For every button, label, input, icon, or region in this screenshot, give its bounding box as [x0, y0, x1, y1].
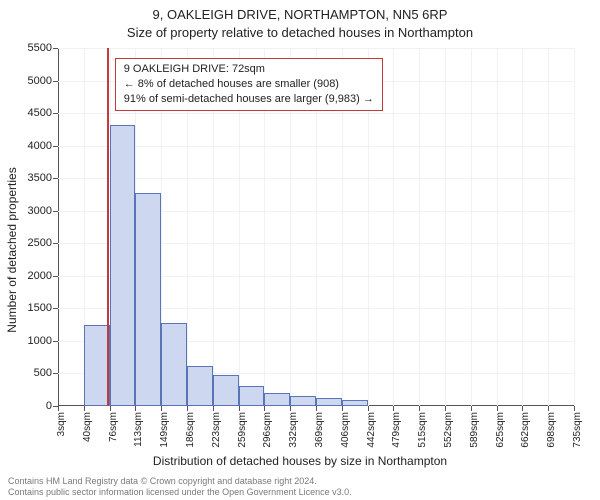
- x-tick-mark: [445, 406, 446, 411]
- y-tick-label: 4500: [28, 107, 52, 119]
- y-tick-label: 3500: [28, 172, 52, 184]
- histogram-bar: [290, 396, 316, 406]
- y-tick-label: 5000: [28, 75, 52, 87]
- x-tick-mark: [471, 406, 472, 411]
- chart-title-line2: Size of property relative to detached ho…: [0, 24, 600, 42]
- x-tick-label: 369sqm: [314, 412, 325, 448]
- legend-line1: 9 OAKLEIGH DRIVE: 72sqm: [124, 62, 374, 77]
- x-tick-label: 40sqm: [82, 412, 93, 442]
- histogram-bar: [316, 398, 342, 406]
- histogram-bar: [213, 375, 239, 406]
- x-tick-label: 735sqm: [572, 412, 583, 448]
- property-marker-line: [107, 48, 109, 406]
- legend-line2: ← 8% of detached houses are smaller (908…: [124, 77, 374, 92]
- gridline-vertical: [471, 48, 472, 406]
- x-tick-label: 552sqm: [443, 412, 454, 448]
- y-tick-mark: [53, 243, 58, 244]
- y-tick-mark: [53, 373, 58, 374]
- x-tick-label: 223sqm: [211, 412, 222, 448]
- x-tick-label: 515sqm: [417, 412, 428, 448]
- x-tick-mark: [393, 406, 394, 411]
- x-tick-mark: [574, 406, 575, 411]
- y-tick-mark: [53, 81, 58, 82]
- gridline-vertical: [574, 48, 575, 406]
- x-tick-mark: [368, 406, 369, 411]
- footer-line1: Contains HM Land Registry data © Crown c…: [8, 476, 352, 487]
- x-tick-label: 76sqm: [108, 412, 119, 442]
- y-tick-mark: [53, 178, 58, 179]
- y-tick-label: 5500: [28, 42, 52, 54]
- x-tick-mark: [522, 406, 523, 411]
- x-tick-mark: [316, 406, 317, 411]
- x-tick-mark: [497, 406, 498, 411]
- legend-box: 9 OAKLEIGH DRIVE: 72sqm ← 8% of detached…: [115, 58, 383, 111]
- x-tick-label: 259sqm: [237, 412, 248, 448]
- y-tick-label: 4000: [28, 140, 52, 152]
- x-tick-mark: [135, 406, 136, 411]
- y-tick-mark: [53, 48, 58, 49]
- y-tick-mark: [53, 146, 58, 147]
- x-tick-label: 479sqm: [391, 412, 402, 448]
- x-tick-label: 113sqm: [133, 412, 144, 447]
- x-tick-label: 186sqm: [185, 412, 196, 448]
- histogram-bar: [161, 323, 187, 406]
- y-tick-label: 2500: [28, 237, 52, 249]
- x-tick-mark: [342, 406, 343, 411]
- x-tick-label: 662sqm: [520, 412, 531, 448]
- gridline-vertical: [445, 48, 446, 406]
- histogram-bar: [110, 125, 136, 406]
- x-tick-label: 625sqm: [495, 412, 506, 448]
- histogram-bar: [239, 386, 265, 406]
- y-tick-label: 1000: [28, 335, 52, 347]
- y-tick-mark: [53, 308, 58, 309]
- y-tick-mark: [53, 276, 58, 277]
- legend-line3: 91% of semi-detached houses are larger (…: [124, 92, 374, 107]
- x-axis-title: Distribution of detached houses by size …: [0, 454, 600, 468]
- y-tick-label: 0: [46, 400, 52, 412]
- x-tick-mark: [84, 406, 85, 411]
- histogram-bar: [342, 400, 368, 407]
- x-tick-label: 698sqm: [546, 412, 557, 448]
- x-tick-label: 332sqm: [288, 412, 299, 448]
- y-axis-title: Number of detached properties: [5, 85, 19, 250]
- footer-line2: Contains public sector information licen…: [8, 487, 352, 498]
- x-tick-label: 3sqm: [56, 412, 67, 436]
- y-tick-mark: [53, 341, 58, 342]
- histogram-bar: [187, 366, 213, 406]
- x-tick-label: 296sqm: [262, 412, 273, 448]
- y-tick-mark: [53, 211, 58, 212]
- x-tick-label: 149sqm: [159, 412, 170, 448]
- x-tick-label: 589sqm: [469, 412, 480, 448]
- x-tick-mark: [239, 406, 240, 411]
- histogram-bar: [84, 325, 110, 406]
- gridline-vertical: [419, 48, 420, 406]
- gridline-vertical: [497, 48, 498, 406]
- y-tick-label: 1500: [28, 302, 52, 314]
- x-tick-label: 442sqm: [366, 412, 377, 448]
- x-tick-label: 406sqm: [340, 412, 351, 448]
- y-tick-label: 500: [34, 367, 52, 379]
- gridline-vertical: [548, 48, 549, 406]
- x-tick-mark: [264, 406, 265, 411]
- gridline-vertical: [522, 48, 523, 406]
- chart-plot-area: 0500100015002000250030003500400045005000…: [58, 48, 574, 406]
- x-tick-mark: [213, 406, 214, 411]
- y-tick-label: 3000: [28, 205, 52, 217]
- x-tick-mark: [110, 406, 111, 411]
- x-tick-mark: [161, 406, 162, 411]
- x-tick-mark: [58, 406, 59, 411]
- footer-attribution: Contains HM Land Registry data © Crown c…: [8, 476, 352, 499]
- histogram-bar: [135, 193, 161, 406]
- x-tick-mark: [548, 406, 549, 411]
- histogram-bar: [264, 393, 290, 406]
- gridline-vertical: [393, 48, 394, 406]
- y-tick-mark: [53, 113, 58, 114]
- x-tick-mark: [187, 406, 188, 411]
- y-tick-label: 2000: [28, 270, 52, 282]
- x-tick-mark: [290, 406, 291, 411]
- x-tick-mark: [419, 406, 420, 411]
- chart-title-line1: 9, OAKLEIGH DRIVE, NORTHAMPTON, NN5 6RP: [0, 6, 600, 24]
